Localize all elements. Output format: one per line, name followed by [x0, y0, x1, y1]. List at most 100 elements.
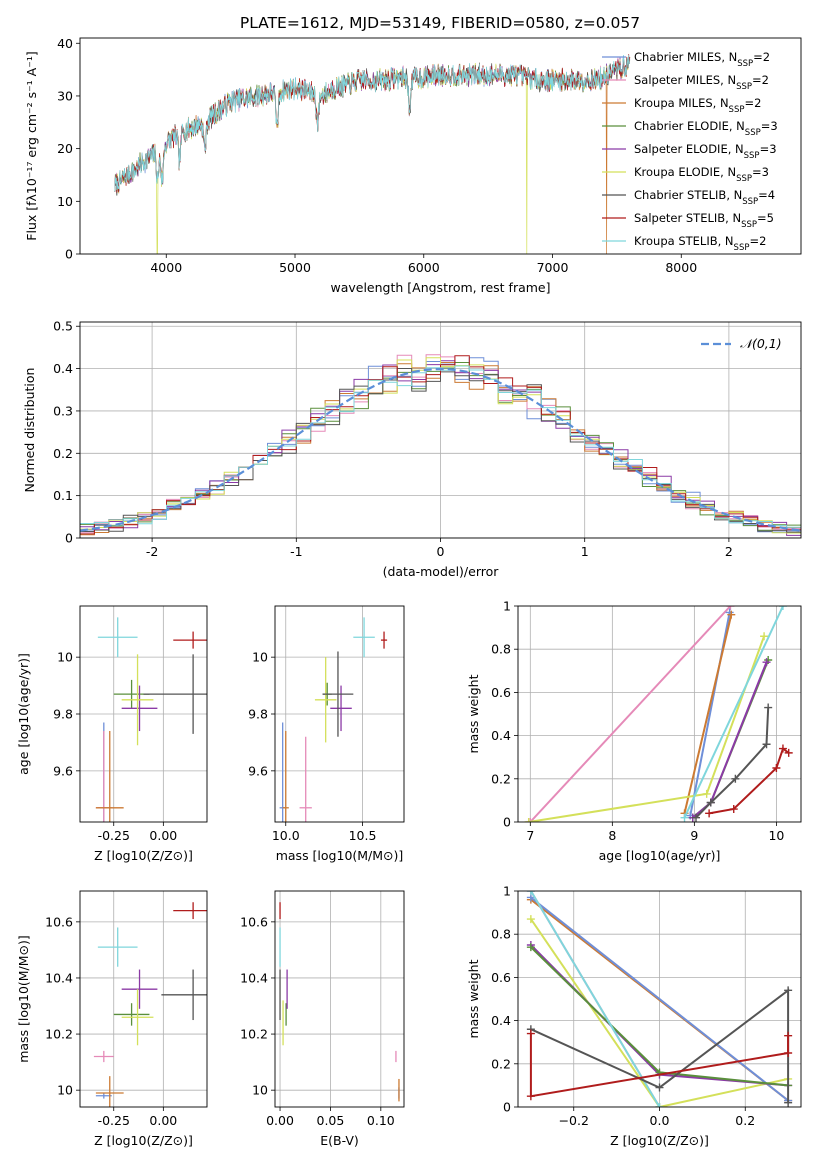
y-tick-label: 0: [503, 1100, 511, 1115]
marker: [726, 606, 735, 610]
x-axis-label: age [log10(age/yr)]: [599, 848, 721, 863]
plot-area: [518, 606, 801, 822]
y-tick-label: 9.6: [53, 763, 73, 778]
plot-content: [114, 54, 631, 254]
marker: [655, 1103, 664, 1107]
marker: [524, 818, 533, 822]
marker: [784, 986, 793, 995]
line-kroupa-stelib: [683, 606, 784, 819]
y-tick-label: 0.8: [491, 642, 511, 657]
y-tick-label: 0.4: [491, 728, 511, 743]
y-tick-label: 20: [57, 141, 73, 156]
marker: [784, 1098, 793, 1107]
line-kroupa-miles: [683, 614, 733, 814]
marker: [772, 764, 781, 772]
line-kroupa-elodie: [530, 918, 789, 1107]
spectrum-kroupa-stelib: [114, 55, 631, 192]
axes-frame: [79, 321, 802, 539]
marker: [778, 606, 787, 610]
x-tick-label: 7: [526, 828, 534, 843]
marker: [784, 748, 793, 757]
plot-content: [275, 891, 404, 1107]
normal-reference-curve: [80, 367, 801, 532]
x-axis-label: Z [log10(Z/Z⊙)]: [94, 1133, 193, 1148]
line-salpeter-miles: [529, 606, 732, 822]
y-tick-label: 0.3: [53, 403, 73, 418]
y-tick-label: 9.6: [248, 763, 268, 778]
x-tick-label: 0.00: [149, 1113, 177, 1128]
marker: [731, 774, 740, 783]
marker: [526, 1029, 535, 1038]
y-tick-label: 0.6: [491, 685, 511, 700]
panel-mass_vs_Z: -0.25 0.00 10 10.2 10.4 10.6 Z [log10(Z/Z⊙)] ma…: [16, 890, 208, 1148]
y-tick-label: 9.8: [53, 707, 73, 722]
marker: [692, 813, 701, 822]
y-tick-label: 30: [57, 88, 73, 103]
marker: [526, 891, 535, 895]
marker: [705, 809, 714, 818]
plot-content: [518, 891, 801, 1107]
panel-mass_weight_vs_age: 7 8 9 10 0 0.2 0.4 0.6 0.8 1 age [log10(age/yr)] ma…: [466, 599, 802, 863]
y-tick-label: 10.4: [45, 970, 73, 985]
x-tick-label: 0.2: [735, 1113, 755, 1128]
x-tick-label: 9: [690, 828, 698, 843]
marker: [778, 744, 787, 753]
marker: [526, 915, 535, 924]
marker: [762, 740, 771, 749]
panel-residuals: -2 -1 0 1 2 0 0.1 0.2 0.3 0.4 0.5 (data-model)/erro…: [22, 319, 802, 579]
marker: [706, 798, 715, 807]
y-tick-label: 40: [57, 36, 73, 51]
x-tick-label: 1: [581, 544, 589, 559]
x-tick-label: 2: [725, 544, 733, 559]
y-tick-label: 1: [503, 599, 511, 614]
figure-title: PLATE=1612, MJD=53149, FIBERID=0580, z=0…: [240, 14, 640, 32]
y-tick-label: 10: [57, 1083, 73, 1098]
marker: [680, 813, 689, 822]
x-tick-label: 4000: [150, 260, 182, 275]
plot-content: [518, 606, 801, 822]
x-tick-label: −0.2: [559, 1113, 589, 1128]
x-tick-label: 8: [608, 828, 616, 843]
marker: [727, 610, 736, 619]
y-tick-label: 0: [65, 531, 73, 546]
histogram-chabrier-stelib: [80, 368, 801, 533]
plot-content: [275, 606, 404, 822]
y-tick-label: 9.8: [248, 707, 268, 722]
axes-frame: [79, 605, 208, 823]
y-tick-label: 10.2: [45, 1027, 73, 1042]
x-axis-label: E(B-V): [320, 1133, 359, 1148]
x-tick-label: 10: [768, 828, 784, 843]
x-tick-label: -2: [146, 544, 158, 559]
x-axis-label: mass [log10(M/M⊙)]: [276, 848, 404, 863]
y-axis-label: Normed distribution: [22, 368, 37, 493]
axes-frame: [517, 890, 802, 1108]
y-tick-label: 0.6: [491, 970, 511, 985]
x-tick-label: -0.25: [98, 1113, 130, 1128]
line-salpeter-stelib: [529, 1033, 790, 1098]
panel-mass_vs_ebv: 0.00 0.05 0.10 10 10.2 10.4 10.6 E(B-V): [240, 890, 405, 1148]
y-tick-label: 0.8: [491, 927, 511, 942]
marker: [760, 632, 769, 641]
marker: [764, 703, 773, 712]
y-tick-label: 0.1: [53, 488, 73, 503]
marker: [729, 805, 738, 814]
plot-area: [80, 891, 207, 1107]
line-chabrier-miles: [530, 896, 789, 1102]
y-tick-label: 0.2: [491, 771, 511, 786]
marker: [762, 658, 771, 667]
y-axis-label: Flux [fλ10⁻¹⁷ erg cm⁻² s⁻¹ A⁻¹]: [24, 51, 39, 240]
panel-age_vs_mass: 10.0 10.5 9.6 9.8 10 mass [log10(M/M⊙)]: [248, 605, 405, 863]
x-axis-label: Z [log10(Z/Z⊙)]: [94, 848, 193, 863]
panel-age_vs_Z: -0.25 0.00 9.6 9.8 10 Z [log10(Z/Z⊙)] age [log…: [16, 605, 208, 863]
y-tick-label: 10.2: [240, 1027, 268, 1042]
marker: [784, 1049, 793, 1057]
y-tick-label: 0: [65, 247, 73, 262]
plot-content: [80, 322, 801, 538]
x-tick-label: 0.0: [650, 1113, 670, 1128]
y-tick-label: 10: [252, 1083, 268, 1098]
y-tick-label: 10.6: [45, 914, 73, 929]
axes-frame: [79, 890, 208, 1108]
x-axis-label: wavelength [Angstrom, rest frame]: [330, 280, 550, 295]
y-tick-label: 1: [503, 884, 511, 899]
y-tick-label: 10: [57, 194, 73, 209]
